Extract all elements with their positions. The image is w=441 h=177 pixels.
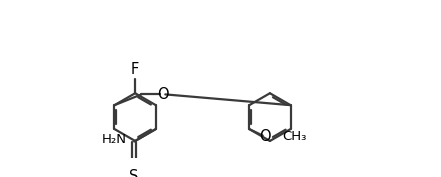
Text: H₂N: H₂N: [102, 133, 127, 146]
Text: O: O: [259, 129, 270, 144]
Text: O: O: [157, 87, 168, 102]
Text: CH₃: CH₃: [282, 130, 306, 143]
Text: S: S: [130, 169, 139, 177]
Text: F: F: [131, 62, 139, 77]
